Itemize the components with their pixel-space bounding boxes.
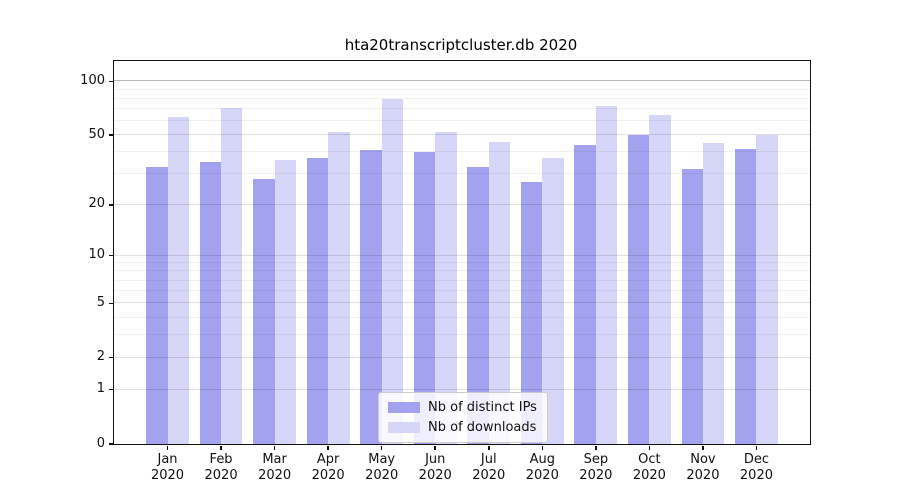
bar-downloads-jul — [488, 141, 511, 444]
y-tick-mark — [109, 80, 113, 83]
x-tick-label: Jul 2020 — [472, 452, 506, 483]
bar-distinct-ips-may — [360, 150, 382, 444]
x-tick-mark — [755, 446, 758, 450]
gridline-minor — [114, 270, 810, 272]
bar-downloads-nov — [702, 143, 725, 444]
bar-downloads-oct — [649, 114, 671, 444]
x-tick-label: Oct 2020 — [632, 452, 666, 483]
bar-distinct-ips-jun — [413, 152, 436, 444]
x-tick-mark — [488, 446, 490, 450]
legend-item-downloads: Nb of downloads — [388, 420, 537, 435]
bar-distinct-ips-jul — [467, 166, 489, 444]
x-tick-label: Feb 2020 — [204, 452, 238, 483]
bar-distinct-ips-dec — [735, 148, 757, 444]
x-tick-mark — [434, 446, 436, 450]
y-tick-label: 0 — [96, 435, 105, 451]
x-tick-label: Jun 2020 — [418, 452, 452, 483]
x-tick-mark — [595, 446, 597, 450]
x-tick-mark — [166, 446, 169, 450]
x-tick-label: Nov 2020 — [686, 452, 720, 483]
gridline-major — [114, 203, 810, 205]
bar-distinct-ips-feb — [199, 162, 222, 444]
bar-downloads-sep — [595, 105, 618, 444]
x-tick-mark — [541, 446, 544, 450]
y-tick-mark — [109, 443, 113, 445]
bar-distinct-ips-mar — [253, 179, 275, 444]
y-tick-mark — [109, 302, 113, 304]
gridline-major — [114, 388, 810, 390]
y-tick-label: 1 — [96, 381, 105, 397]
y-tick-mark — [109, 134, 113, 136]
bar-distinct-ips-aug — [520, 182, 543, 444]
x-tick-mark — [327, 446, 329, 450]
y-tick-label: 50 — [88, 126, 105, 142]
gridline-minor — [114, 97, 810, 99]
x-tick-mark — [273, 446, 276, 450]
legend-label-downloads: Nb of downloads — [428, 420, 537, 435]
bar-distinct-ips-jan — [146, 166, 168, 444]
bar-distinct-ips-nov — [681, 169, 703, 444]
x-tick-mark — [702, 446, 704, 450]
x-tick-mark — [648, 446, 651, 450]
bar-distinct-ips-apr — [306, 158, 329, 444]
x-tick-label: Apr 2020 — [311, 452, 345, 483]
gridline-minor — [114, 316, 810, 318]
y-tick-label: 10 — [88, 247, 105, 263]
legend: Nb of distinct IPs Nb of downloads — [378, 392, 548, 443]
bar-downloads-jan — [167, 117, 189, 444]
bar-downloads-mar — [274, 160, 297, 444]
gridline-major — [114, 254, 810, 256]
plot-area: Nb of distinct IPs Nb of downloads 0 1 2 5 1… — [80, 60, 811, 483]
legend-item-distinct-ips: Nb of distinct IPs — [388, 400, 537, 415]
bar-downloads-may — [381, 98, 404, 444]
x-tick-label: Jan 2020 — [150, 452, 185, 483]
y-tick-label: 20 — [88, 196, 105, 212]
x-tick-label: Dec 2020 — [739, 452, 773, 483]
gridline-minor — [114, 151, 810, 153]
y-tick-mark — [109, 204, 113, 206]
bar-downloads-aug — [542, 158, 564, 444]
x-tick-label: May 2020 — [365, 452, 399, 483]
gridline-minor — [114, 290, 810, 292]
y-tick-label: 5 — [96, 294, 105, 310]
x-tick-label: Mar 2020 — [258, 452, 292, 483]
x-tick-mark — [220, 446, 222, 450]
gridline-minor — [114, 120, 810, 122]
y-tick-label: 100 — [80, 72, 105, 88]
x-tick-mark — [380, 446, 383, 450]
bar-distinct-ips-sep — [574, 144, 596, 444]
bar-distinct-ips-oct — [627, 135, 650, 444]
legend-label-distinct-ips: Nb of distinct IPs — [428, 400, 537, 415]
gridline-minor — [114, 173, 810, 175]
legend-swatch-distinct-ips — [388, 402, 420, 413]
gridline-minor — [114, 262, 810, 264]
gridline-minor — [114, 88, 810, 90]
gridline-major — [114, 356, 810, 358]
bar-downloads-dec — [756, 135, 778, 444]
gridline-major — [114, 134, 810, 136]
gridline-major — [114, 80, 810, 82]
gridline-major — [114, 302, 810, 304]
bar-downloads-apr — [328, 132, 350, 444]
legend-swatch-downloads — [388, 422, 420, 433]
y-tick-label: 2 — [96, 349, 105, 365]
bar-downloads-jun — [435, 132, 457, 444]
x-tick-label: Sep 2020 — [579, 452, 613, 483]
chart-title: hta20transcriptcluster.db 2020 — [344, 36, 578, 54]
bar-downloads-feb — [221, 108, 243, 444]
gridline-minor — [114, 334, 810, 336]
x-tick-label: Aug 2020 — [525, 452, 559, 483]
y-tick-mark — [109, 388, 113, 391]
gridline-minor — [114, 108, 810, 110]
y-tick-mark — [109, 254, 113, 257]
y-tick-mark — [109, 356, 113, 359]
gridline-minor — [114, 279, 810, 281]
